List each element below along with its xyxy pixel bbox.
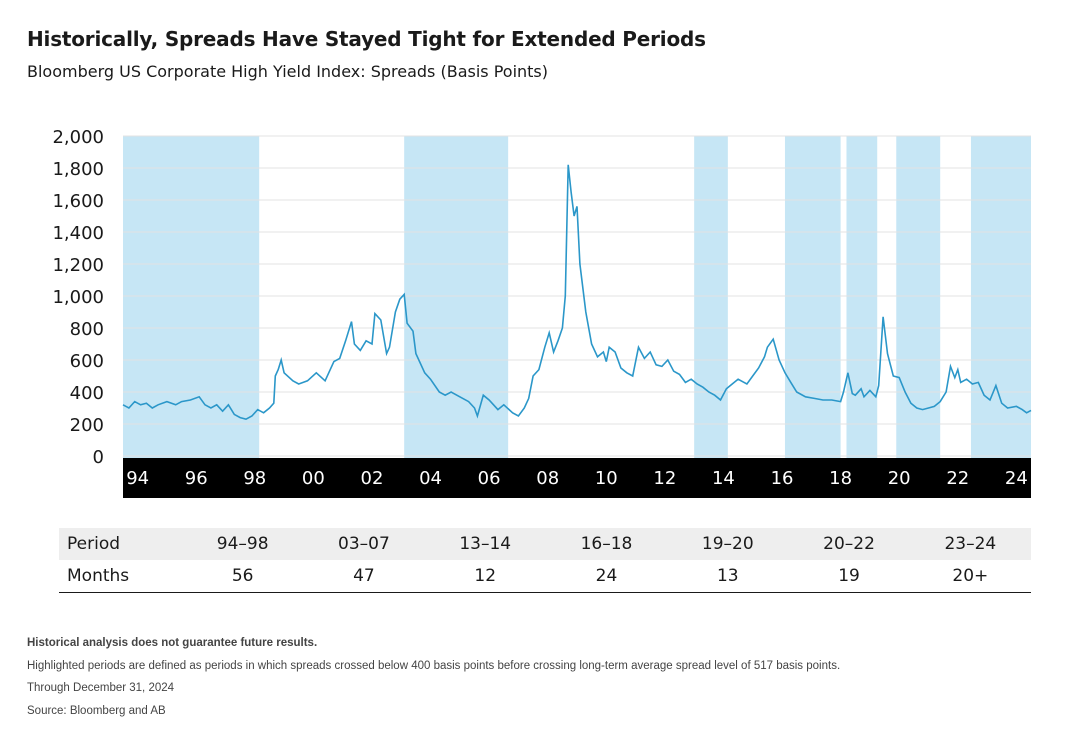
- x-tick-label: 04: [419, 468, 442, 489]
- y-tick-label: 1,400: [52, 223, 104, 244]
- y-tick-label: 1,000: [52, 287, 104, 308]
- chart-subtitle: Bloomberg US Corporate High Yield Index:…: [27, 62, 549, 81]
- highlight-periods-table: Period 94–98 03–07 13–14 16–18 19–20 20–…: [59, 528, 1031, 593]
- highlight-band-3: [784, 136, 841, 458]
- row-label-period: Period: [59, 528, 182, 560]
- x-tick-label: 14: [712, 468, 735, 489]
- x-tick-label: 94: [126, 468, 149, 489]
- x-tick-label: 12: [653, 468, 676, 489]
- table-cell: 16–18: [545, 528, 668, 560]
- spread-series-line: [122, 164, 1032, 421]
- y-tick-label: 800: [70, 319, 104, 340]
- x-tick-label: 18: [829, 468, 852, 489]
- highlight-band-4: [846, 136, 878, 458]
- table-cell: 56: [182, 560, 304, 593]
- highlight-bands: [123, 136, 1031, 458]
- x-tick-label: 98: [243, 468, 266, 489]
- y-tick-label: 200: [70, 415, 104, 436]
- y-tick-label: 1,600: [52, 191, 104, 212]
- highlight-band-0: [123, 136, 260, 458]
- row-label-months: Months: [59, 560, 182, 593]
- spread-line-chart: 02004006008001,0001,2001,4001,6001,8002,…: [52, 127, 1032, 498]
- x-tick-label: 00: [302, 468, 325, 489]
- x-tick-label: 06: [478, 468, 501, 489]
- highlight-band-5: [896, 136, 941, 458]
- x-tick-label: 24: [1005, 468, 1028, 489]
- footnotes: Historical analysis does not guarantee f…: [27, 637, 840, 727]
- table-cell: 03–07: [303, 528, 425, 560]
- y-tick-label: 600: [70, 351, 104, 372]
- x-tick-label: 08: [536, 468, 559, 489]
- x-tick-label: 96: [185, 468, 208, 489]
- table-cell: 19: [788, 560, 910, 593]
- table-cell: 20+: [909, 560, 1031, 593]
- chart-title: Historically, Spreads Have Stayed Tight …: [27, 27, 706, 51]
- table-cell: 47: [303, 560, 425, 593]
- x-tick-label: 16: [771, 468, 794, 489]
- table-row-period: Period 94–98 03–07 13–14 16–18 19–20 20–…: [59, 528, 1031, 560]
- y-tick-label: 1,800: [52, 159, 104, 180]
- footnote-disclaimer: Historical analysis does not guarantee f…: [27, 637, 318, 649]
- footnote-date: Through December 31, 2024: [27, 682, 175, 694]
- table-cell: 13–14: [424, 528, 546, 560]
- y-tick-label: 0: [93, 447, 104, 468]
- table-cell: 20–22: [788, 528, 910, 560]
- x-tick-label: 02: [361, 468, 384, 489]
- x-tick-label: 10: [595, 468, 618, 489]
- table-row-months: Months 56 47 12 24 13 19 20+: [59, 560, 1031, 593]
- table-cell: 12: [424, 560, 546, 593]
- footnote-definition: Highlighted periods are defined as perio…: [27, 659, 841, 672]
- table-cell: 24: [545, 560, 668, 593]
- y-tick-label: 400: [70, 383, 104, 404]
- x-tick-label: 22: [946, 468, 969, 489]
- table-cell: 23–24: [909, 528, 1031, 560]
- x-axis-labels: 94 96 98 00 02 04 06 08 10 12 14 16 18 20 22 24: [126, 468, 1028, 489]
- table-cell: 13: [667, 560, 789, 593]
- footnote-source: Source: Bloomberg and AB: [27, 704, 166, 717]
- y-tick-label: 1,200: [52, 255, 104, 276]
- table-cell: 19–20: [667, 528, 789, 560]
- y-tick-label: 2,000: [52, 127, 104, 148]
- y-axis-labels: 0 200 400 600 800 1,000 1,200 1,400 1,600 1,800 2,…: [52, 127, 104, 468]
- highlight-band-2: [694, 136, 728, 458]
- highlight-band-1: [404, 136, 509, 458]
- table-cell: 94–98: [182, 528, 304, 560]
- x-tick-label: 20: [888, 468, 911, 489]
- highlight-band-6: [970, 136, 1031, 458]
- x-axis-bar: [123, 458, 1031, 498]
